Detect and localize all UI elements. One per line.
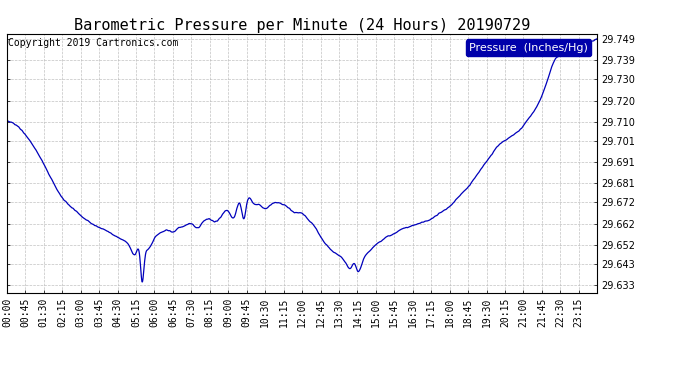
Text: Copyright 2019 Cartronics.com: Copyright 2019 Cartronics.com <box>8 38 179 48</box>
Line: Pressure  (Inches/Hg): Pressure (Inches/Hg) <box>7 39 597 282</box>
Pressure  (Inches/Hg) <box>394 229 402 234</box>
Legend: Pressure  (Inches/Hg): Pressure (Inches/Hg) <box>466 39 591 56</box>
Pressure  (Inches/Hg) <box>523 118 531 123</box>
Pressure  (Inches/Hg) <box>138 280 146 284</box>
Pressure  (Inches/Hg) <box>593 37 601 41</box>
Pressure  (Inches/Hg) <box>134 247 142 251</box>
Pressure  (Inches/Hg) <box>119 238 128 243</box>
Pressure  (Inches/Hg) <box>3 119 11 123</box>
Pressure  (Inches/Hg) <box>200 218 208 223</box>
Pressure  (Inches/Hg) <box>471 175 480 180</box>
Title: Barometric Pressure per Minute (24 Hours) 20190729: Barometric Pressure per Minute (24 Hours… <box>74 18 530 33</box>
